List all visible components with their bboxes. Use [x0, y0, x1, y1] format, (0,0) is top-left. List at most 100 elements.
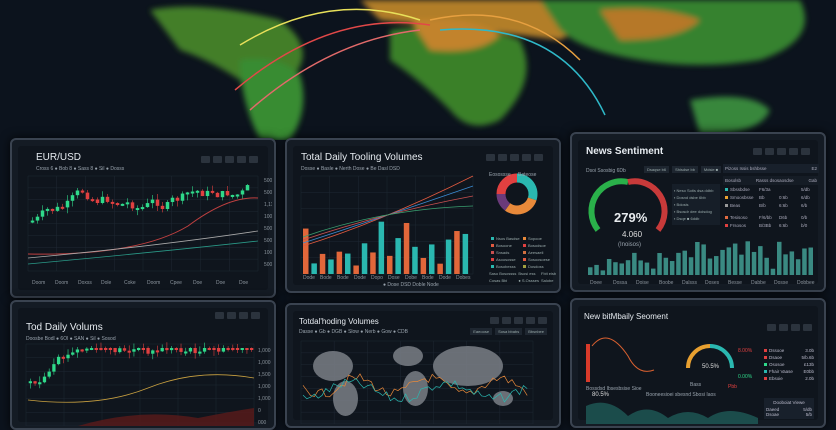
sentiment-table: Pizoss Issis bshbsse E2 Bosolsb Rasss dsosa… [723, 164, 819, 229]
volume-bar [311, 263, 317, 274]
candle [202, 348, 207, 352]
list-item: ▪ Dosnd dsbe 6bb [674, 195, 706, 200]
news-sentiment-panel: News Sentiment Dsoi Ssosbig 6Db Dsaqse b… [570, 132, 826, 292]
volume-bar [783, 254, 788, 275]
candle [30, 220, 35, 223]
candle [150, 199, 155, 204]
y-tick-label: 1,000 [258, 396, 271, 402]
continent [313, 351, 353, 381]
filter-chip[interactable]: Eaeoose [470, 328, 493, 335]
x-tick-label: Dopo [371, 275, 383, 281]
filter-chip[interactable]: Sosa bbabs [495, 328, 523, 335]
volume-bar [758, 246, 763, 275]
candle [70, 195, 75, 201]
x-tick-label: Dose [388, 275, 400, 281]
eurusd-panel: EUR/USD Cross 6 ● Bob 8 ● Sass 8 ● Sil ●… [10, 138, 276, 298]
legend-label: Bosoone [496, 243, 512, 248]
candle [200, 190, 205, 197]
filter-chip[interactable]: Mdsie ■ [700, 166, 722, 173]
candle [40, 210, 45, 217]
legend-label: Bosodsoe [528, 243, 546, 248]
candle [249, 348, 254, 350]
filter-chip[interactable]: Dsaqse b6 [644, 166, 670, 173]
table-row[interactable]: Sbssbdse F6/3a 5/db [723, 185, 819, 193]
candle [110, 201, 115, 204]
list-item: ▪ Dsqe ■ 6ddb [674, 216, 700, 221]
volume-bar [429, 244, 435, 274]
x-tick-label: Dossa [613, 280, 627, 286]
trend-line [302, 195, 474, 241]
volume-bar [336, 251, 343, 274]
list-item: Fhair Vaase E0bb [764, 369, 814, 374]
y-tick-label: 1,000 [258, 348, 271, 354]
volume-bar [669, 261, 675, 275]
candle [130, 202, 135, 209]
candle [56, 356, 61, 365]
volume-bar [663, 257, 669, 275]
x-tick-label: Dobes [456, 275, 471, 281]
chart-toolbar[interactable] [767, 324, 812, 331]
y-tick-label: 1,111 [264, 202, 272, 208]
sentiment-list: ▪ Neso Sotis dsa ddbb ▪ Dosnd dsbe 6bb ▪ B… [672, 184, 720, 225]
volume-bar [688, 257, 694, 275]
filter-chip[interactable]: Shisdse bb [672, 166, 698, 173]
filter-chips[interactable]: Dsaqse b6 Shisdse bb Mdsie ■ [644, 166, 722, 173]
list-item: ▪ Neso Sotis dsa ddbb [674, 188, 714, 193]
y-tick-label: 0 [258, 408, 261, 414]
news-daily-sentiment-panel: New bitMbaily Seoment 80.5% 50.5% 8.00% … [570, 298, 826, 428]
candle [240, 190, 245, 195]
candle [125, 202, 130, 205]
summary-box: Dooboiat Viewe Daeed 5/db Dsoae 5/b [764, 398, 814, 419]
candle [113, 348, 117, 353]
candle [28, 381, 33, 384]
chart-toolbar[interactable] [215, 312, 260, 319]
candlestick-chart: 5000 5000 1,111 1000 5000 5000 1000 5000 Doom Doo… [27, 175, 272, 286]
volume-bar [613, 262, 618, 275]
table-row[interactable]: Frsosos B/3Bb 6:6b b/0 [723, 221, 819, 229]
table-row[interactable]: Tesisoso F/6/bb D6b 0/b [723, 213, 819, 221]
volume-bar [625, 260, 631, 275]
volume-bar [789, 251, 795, 275]
daily-volumes-panel: Tod Daily Volums Doosbe Bodl ● 6Ol ● SAN… [10, 300, 276, 430]
candle [188, 348, 193, 352]
legend-label: Sopooe [528, 236, 542, 241]
chart-toolbar[interactable] [201, 156, 258, 163]
donut-segment [496, 173, 518, 195]
candle [245, 185, 250, 191]
candle [120, 203, 125, 206]
table-header: Pizoss Issis bshbsse E2 [723, 164, 819, 173]
volume-bar [720, 249, 725, 275]
volume-bar [707, 258, 713, 275]
table-row[interactable]: Beas B/b 6:6b 6/b [723, 201, 819, 209]
donut-segment [504, 197, 537, 215]
donut-segment [496, 193, 511, 211]
volume-bar [632, 252, 637, 275]
candle [99, 348, 103, 350]
chart-toolbar[interactable] [490, 317, 547, 324]
gauge-label: (Inoisos) [618, 242, 642, 248]
chart-label: Bossdsd Ibsesbsise Sioe [586, 386, 642, 392]
donut-segment [516, 173, 538, 201]
legend-swatch [523, 251, 526, 254]
candle [38, 382, 42, 385]
chart-toolbar[interactable] [753, 148, 810, 155]
legend-swatch [491, 237, 494, 240]
stat-value: Fbit eisb [541, 271, 557, 276]
x-tick-label: Doom [55, 280, 68, 286]
chart-toolbar[interactable] [486, 154, 543, 161]
filter-chip[interactable]: Bbsnbee [525, 328, 547, 335]
volume-bar [714, 256, 719, 275]
candle [195, 190, 200, 193]
volume-bar [403, 222, 410, 274]
filter-chips[interactable]: Eaeoose Sosa bbabs Bbsnbee [470, 328, 547, 335]
volume-bar [420, 257, 427, 274]
legend-swatch [523, 237, 526, 240]
candle [160, 348, 164, 352]
candle [210, 190, 215, 193]
gauge-negative-arc [627, 178, 668, 232]
table-row[interactable]: Smoosbsse Bb 0:6b 6/db [723, 193, 819, 201]
y-tick-label: 5000 [264, 238, 272, 244]
continent [393, 346, 423, 366]
legend-swatch [491, 258, 494, 261]
donut-title-right: Bateose [518, 172, 537, 178]
